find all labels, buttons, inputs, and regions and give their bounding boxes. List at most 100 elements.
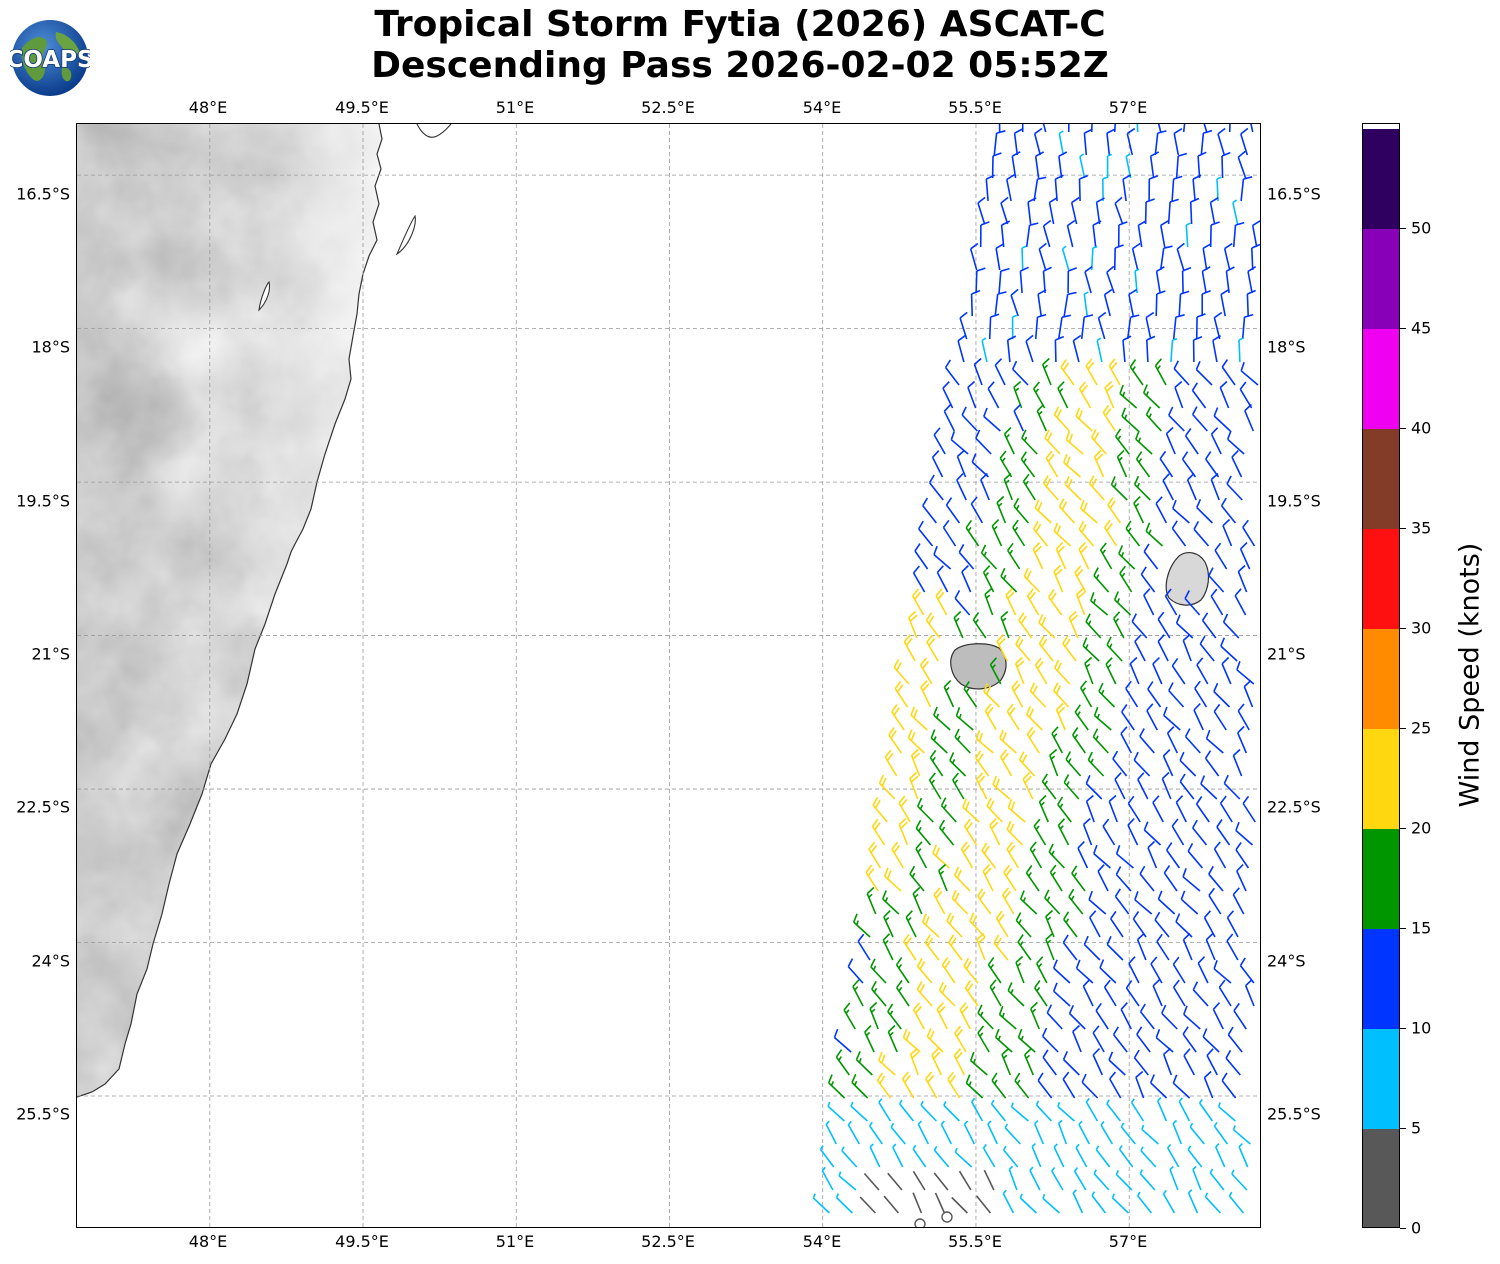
- wind-barb: [926, 1028, 944, 1053]
- lon-tick-bottom: 57°E: [1108, 1232, 1148, 1251]
- wind-barb: [1131, 242, 1141, 271]
- wind-barb: [1214, 1143, 1226, 1168]
- wind-barb: [1223, 242, 1233, 271]
- wind-barb: [865, 864, 879, 892]
- wind-map[interactable]: [76, 123, 1261, 1228]
- wind-barb: [1184, 728, 1201, 754]
- wind-barb: [956, 449, 967, 478]
- wind-barb: [1119, 565, 1133, 593]
- wind-barb: [1238, 1143, 1249, 1168]
- wind-barb: [863, 1172, 880, 1191]
- wind-barb: [1000, 196, 1009, 225]
- wind-barb: [907, 729, 925, 754]
- wind-barb: [1023, 567, 1041, 593]
- wind-barb: [1095, 197, 1105, 225]
- wind-barb: [967, 380, 977, 409]
- wind-barb: [1010, 288, 1019, 317]
- wind-barb: [1202, 1028, 1220, 1053]
- wind-barb: [995, 243, 1005, 271]
- wind-barb: [1149, 151, 1160, 179]
- wind-barb: [1057, 796, 1072, 823]
- wind-barb: [1143, 821, 1162, 846]
- wind-barb: [1133, 496, 1145, 524]
- wind-barb: [1106, 128, 1116, 156]
- wind-barb: [1051, 726, 1064, 754]
- wind-barb: [1078, 542, 1090, 570]
- wind-barb: [1042, 1049, 1057, 1076]
- wind-barb: [915, 819, 932, 846]
- wind-barb: [1187, 843, 1204, 869]
- wind-barb: [887, 1003, 902, 1030]
- wind-barb: [952, 772, 965, 800]
- wind-barb: [1156, 1097, 1168, 1122]
- wind-barb: [898, 817, 909, 846]
- wind-barb: [905, 910, 917, 938]
- wind-barb: [963, 957, 979, 984]
- wind-barb: [994, 291, 1007, 317]
- wind-barb: [1108, 1051, 1126, 1076]
- wind-barb: [936, 1002, 948, 1030]
- wind-barb: [1044, 889, 1061, 915]
- wind-barb: [1078, 1120, 1091, 1145]
- title-line-1: Tropical Storm Fytia (2026) ASCAT-C: [374, 4, 1106, 45]
- wind-barb: [1206, 1048, 1219, 1076]
- wind-barb: [1157, 124, 1162, 133]
- wind-barb: [883, 867, 902, 892]
- wind-barb: [940, 1120, 953, 1145]
- wind-barb: [1195, 360, 1213, 386]
- wind-barb: [999, 749, 1013, 777]
- wind-barb: [1049, 864, 1063, 892]
- wind-barb: [1112, 611, 1125, 639]
- wind-barb: [843, 1002, 856, 1030]
- wind-barb: [883, 1195, 900, 1214]
- wind-barb: [1164, 588, 1178, 616]
- wind-barb: [941, 956, 956, 984]
- colorbar-tick-label: 30: [1411, 618, 1432, 638]
- wind-barb: [926, 634, 939, 662]
- wind-barb: [953, 866, 971, 892]
- wind-barb: [987, 956, 1002, 984]
- wind-barb: [866, 886, 877, 915]
- wind-barb: [1032, 542, 1044, 570]
- wind-barb: [1181, 266, 1192, 294]
- wind-barb: [888, 727, 902, 754]
- logo-text: COAPS: [10, 47, 90, 73]
- wind-barb: [1048, 843, 1065, 869]
- colorbar-segment: [1363, 1129, 1399, 1227]
- wind-barb: [1085, 1098, 1099, 1122]
- wind-barb: [1226, 430, 1245, 455]
- wind-barb: [812, 1193, 830, 1214]
- wind-barb: [987, 381, 1000, 409]
- wind-barb: [991, 519, 1003, 547]
- wind-barb: [965, 1074, 984, 1099]
- wind-barb: [1002, 887, 1015, 915]
- wind-barb: [1006, 335, 1017, 363]
- wind-barb: [1135, 430, 1153, 455]
- wind-barb: [841, 1146, 858, 1168]
- wind-barb: [1042, 1193, 1060, 1214]
- wind-barb: [1213, 311, 1223, 340]
- wind-barb: [1034, 151, 1045, 179]
- wind-barb: [1147, 840, 1158, 869]
- wind-barb: [1237, 150, 1247, 179]
- wind-barb: [975, 750, 990, 777]
- wind-barb: [1118, 545, 1136, 570]
- wind-barb: [970, 496, 984, 524]
- wind-barb: [922, 497, 938, 524]
- wind-barb: [1082, 817, 1093, 846]
- wind-barb: [983, 1169, 995, 1191]
- wind-barb: [935, 588, 948, 616]
- wind-barb: [1199, 1098, 1214, 1122]
- wind-barb: [930, 729, 948, 754]
- wind-barb: [956, 473, 967, 501]
- colorbar-segment: [1363, 629, 1399, 729]
- wind-barb: [1000, 567, 1018, 593]
- wind-barb: [1115, 1169, 1133, 1191]
- wind-barb: [1133, 1049, 1149, 1076]
- wind-barb: [1104, 519, 1118, 547]
- wind-barb: [1011, 151, 1021, 179]
- wind-barb: [1106, 636, 1123, 662]
- wind-barb: [1030, 1001, 1040, 1030]
- wind-barb: [892, 1143, 904, 1168]
- page-title: Tropical Storm Fytia (2026) ASCAT-C Desc…: [90, 4, 1390, 86]
